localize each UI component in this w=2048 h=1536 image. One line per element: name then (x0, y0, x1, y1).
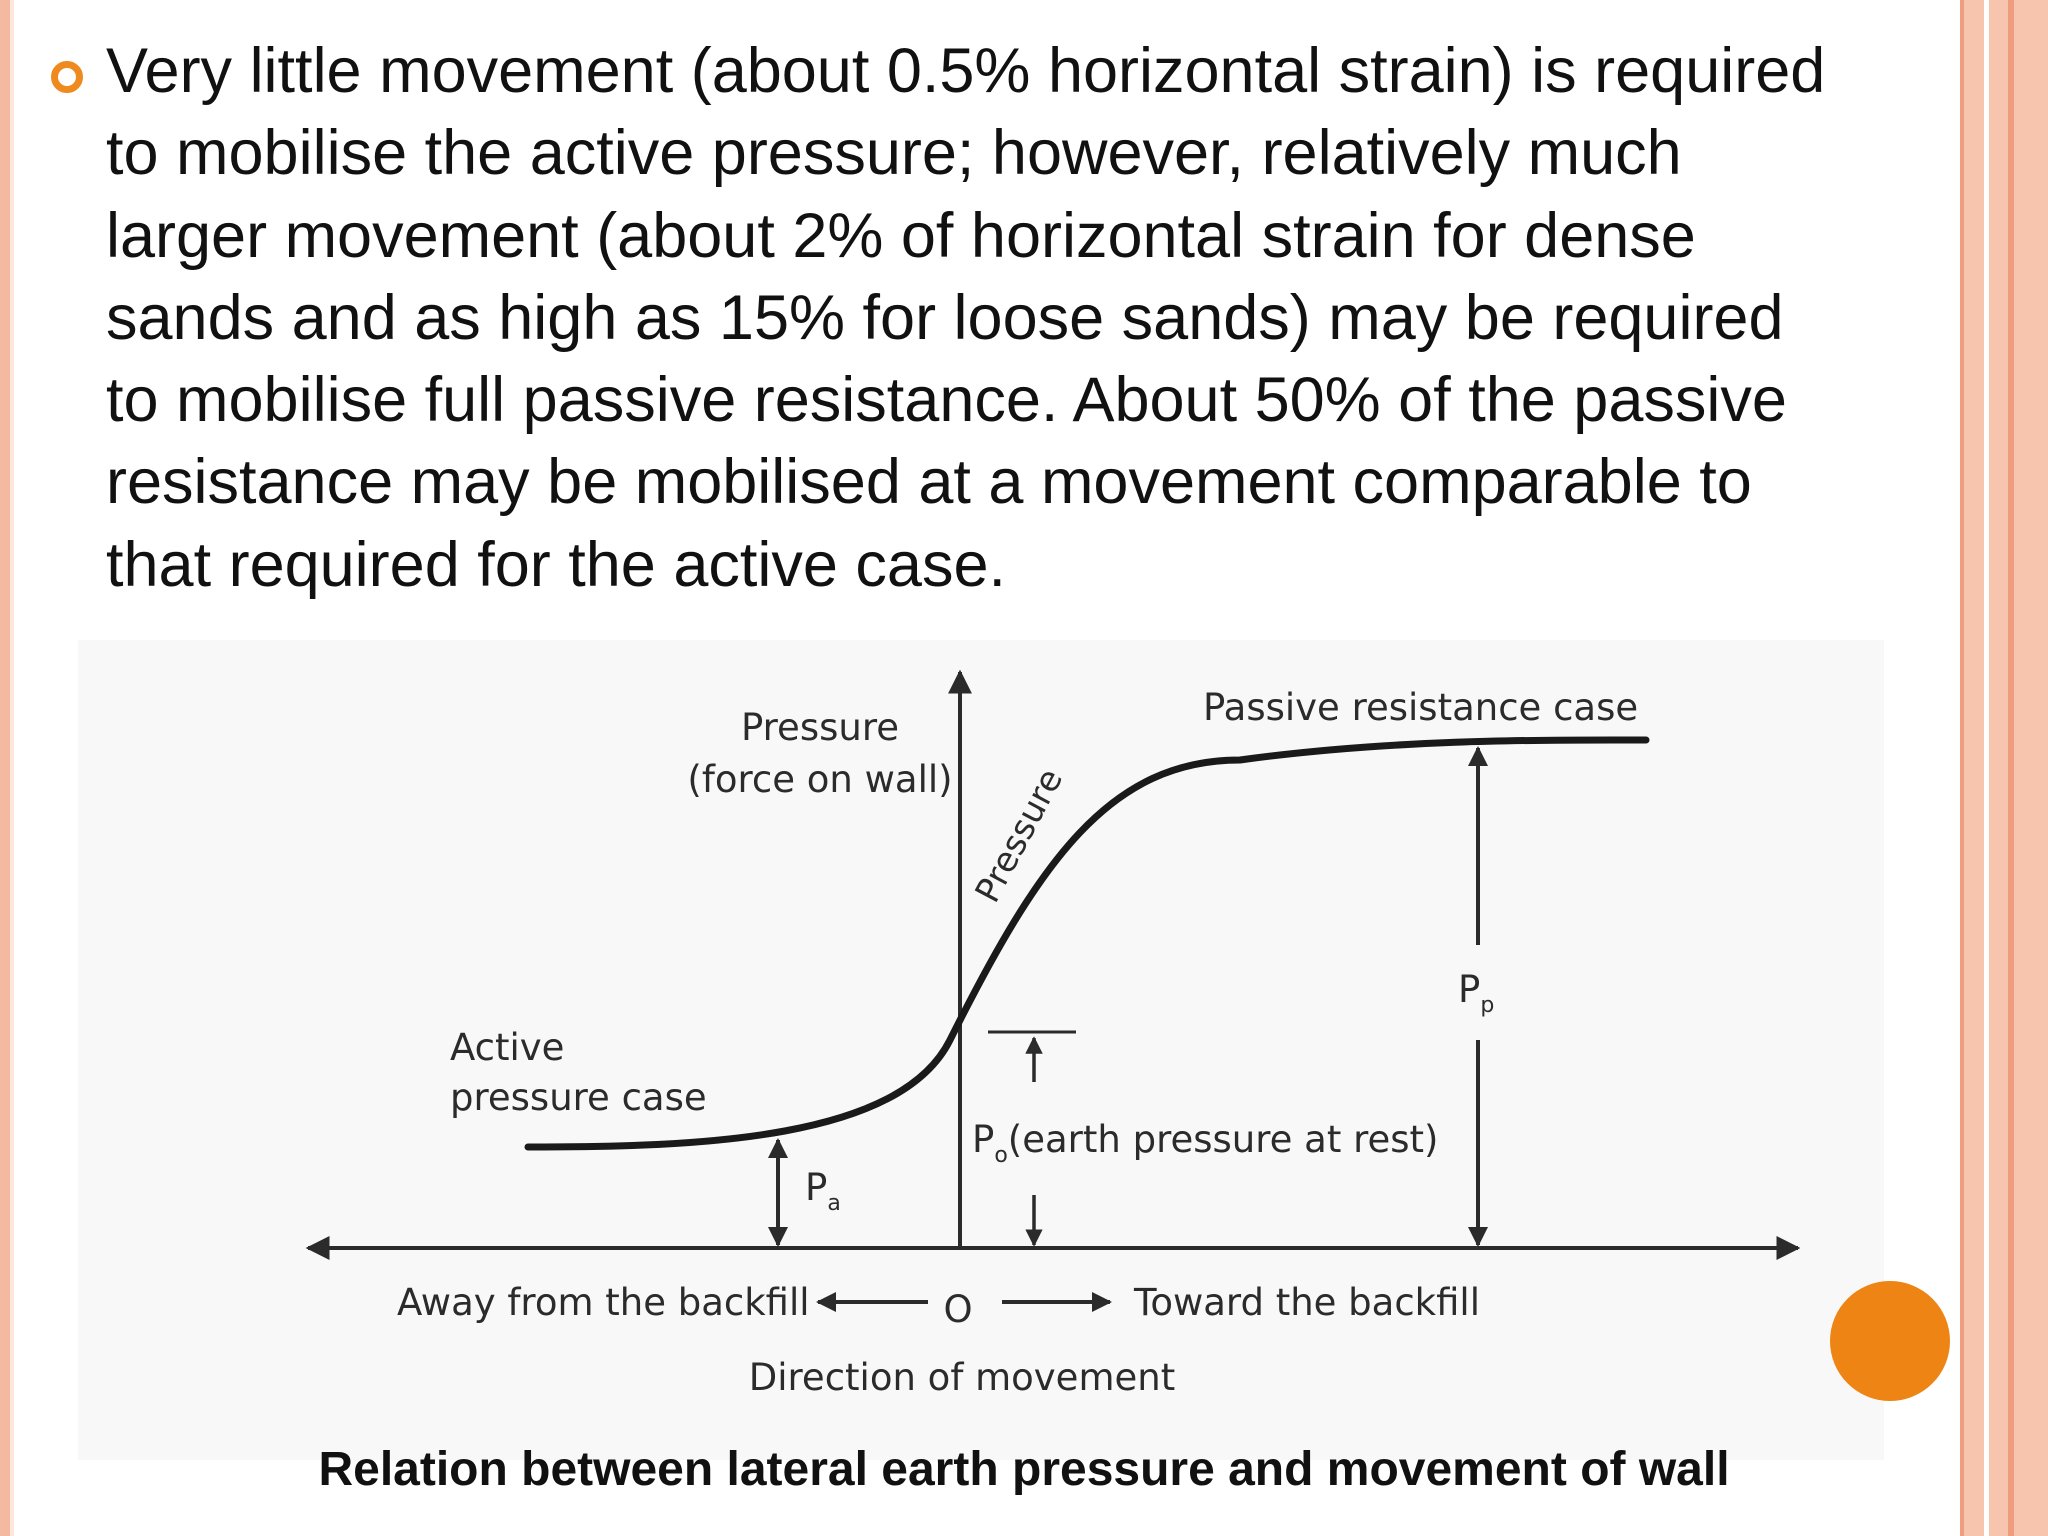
active-case-label-sub: pressure case (450, 1076, 707, 1119)
active-case-label: Active (450, 1026, 564, 1069)
right-decorative-line (1984, 0, 1989, 1536)
bullet-paragraph: Very little movement (about 0.5% horizon… (106, 30, 1966, 606)
curve-label: Pressure (968, 762, 1071, 909)
paragraph-line: sands and as high as 15% for loose sands… (106, 282, 1784, 353)
passive-case-label: Passive resistance case (1203, 686, 1638, 729)
paragraph-line: larger movement (about 2% of horizontal … (106, 200, 1696, 271)
paragraph-line: resistance may be mobilised at a movemen… (106, 447, 1752, 518)
left-border-stripe (0, 0, 10, 1536)
hollow-circle-bullet-icon (51, 61, 83, 93)
y-axis-label-sub: (force on wall) (687, 758, 952, 801)
pp-label: Pp (1458, 968, 1494, 1018)
right-decorative-line (2008, 0, 2014, 1536)
left-border-inner-stripe (10, 0, 14, 1536)
orange-circle-decoration-icon (1830, 1281, 1950, 1401)
paragraph-line: Very little movement (about 0.5% horizon… (106, 36, 1826, 106)
figure-caption: Relation between lateral earth pressure … (318, 1443, 1730, 1496)
right-decorative-line (1960, 0, 1964, 1536)
pa-label: Pa (805, 1166, 841, 1216)
direction-label: Direction of movement (749, 1356, 1175, 1399)
paragraph-line: that required for the active case. (106, 529, 1006, 600)
right-decorative-band (1960, 0, 2048, 1536)
away-label: Away from the backfill (397, 1281, 810, 1324)
paragraph-line: to mobilise the active pressure; however… (106, 118, 1682, 189)
paragraph-line: to mobilise full passive resistance. Abo… (106, 365, 1787, 436)
pressure-curve (524, 736, 1650, 1151)
toward-label: Toward the backfill (1133, 1281, 1480, 1324)
y-axis-label: Pressure (741, 706, 899, 749)
origin-label: O (943, 1288, 972, 1331)
po-label: Po(earth pressure at rest) (972, 1118, 1438, 1168)
figure-background (78, 640, 1884, 1460)
